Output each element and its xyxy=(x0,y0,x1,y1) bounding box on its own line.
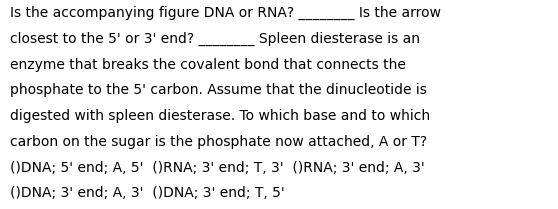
Text: phosphate to the 5' carbon. Assume that the dinucleotide is: phosphate to the 5' carbon. Assume that … xyxy=(10,83,427,97)
Text: Is the accompanying figure DNA or RNA? ________ Is the arrow: Is the accompanying figure DNA or RNA? _… xyxy=(10,6,441,20)
Text: closest to the 5' or 3' end? ________ Spleen diesterase is an: closest to the 5' or 3' end? ________ Sp… xyxy=(10,32,420,46)
Text: ()DNA; 5' end; A, 5'  ()RNA; 3' end; T, 3'  ()RNA; 3' end; A, 3': ()DNA; 5' end; A, 5' ()RNA; 3' end; T, 3… xyxy=(10,161,425,175)
Text: ()DNA; 3' end; A, 3'  ()DNA; 3' end; T, 5': ()DNA; 3' end; A, 3' ()DNA; 3' end; T, 5… xyxy=(10,186,285,200)
Text: enzyme that breaks the covalent bond that connects the: enzyme that breaks the covalent bond tha… xyxy=(10,58,406,72)
Text: carbon on the sugar is the phosphate now attached, A or T?: carbon on the sugar is the phosphate now… xyxy=(10,135,427,149)
Text: digested with spleen diesterase. To which base and to which: digested with spleen diesterase. To whic… xyxy=(10,109,430,123)
